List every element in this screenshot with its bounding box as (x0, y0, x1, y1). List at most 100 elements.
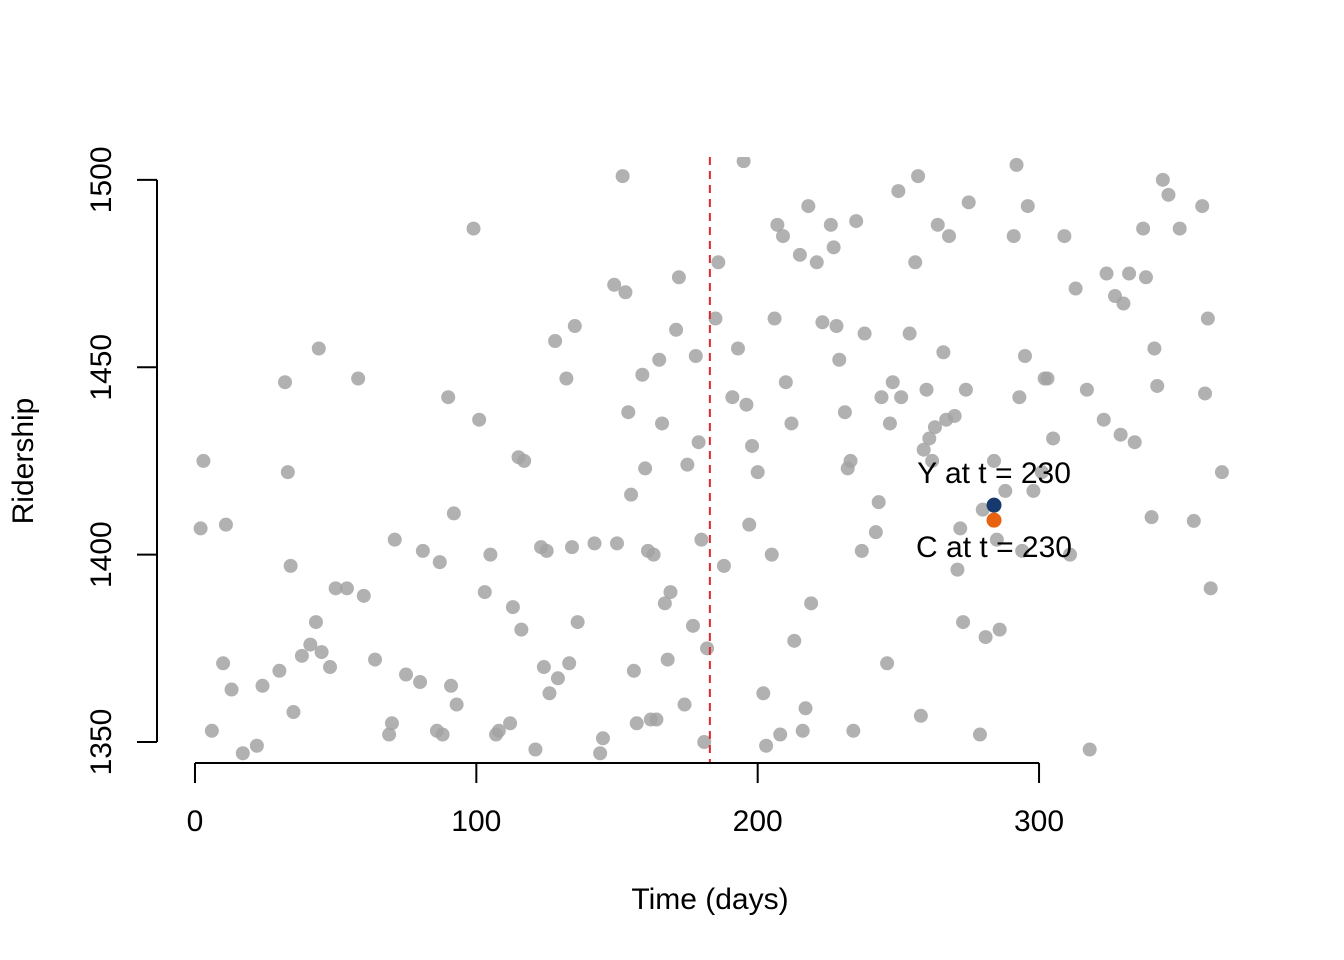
data-point (503, 716, 518, 731)
data-point (1155, 172, 1170, 187)
data-point (804, 596, 819, 611)
data-point (624, 487, 639, 502)
data-point (351, 371, 366, 386)
data-point (1127, 435, 1142, 450)
data-point (742, 517, 757, 532)
data-point (472, 412, 487, 427)
y-tick-label: 1450 (85, 334, 118, 401)
data-point (1122, 266, 1137, 281)
data-point (677, 697, 692, 712)
data-point (730, 341, 745, 356)
data-point (874, 390, 889, 405)
data-point (1017, 349, 1032, 364)
data-point (1040, 371, 1055, 386)
data-point (595, 731, 610, 746)
data-point (216, 656, 231, 671)
data-point (1009, 157, 1024, 172)
data-point (621, 405, 636, 420)
data-point (688, 349, 703, 364)
data-point (708, 311, 723, 326)
data-point (249, 738, 264, 753)
data-point (680, 457, 695, 472)
data-point (891, 184, 906, 199)
data-point (832, 352, 847, 367)
data-point (314, 645, 329, 660)
data-point (778, 375, 793, 390)
plot-area (193, 157, 1229, 763)
data-point (539, 543, 554, 558)
data-point (784, 416, 799, 431)
data-point (815, 315, 830, 330)
data-point (809, 255, 824, 270)
data-point (548, 334, 563, 349)
data-point (638, 461, 653, 476)
data-point (1198, 386, 1213, 401)
data-point (913, 708, 928, 723)
data-point (871, 495, 886, 510)
data-point (927, 420, 942, 435)
data-point (356, 588, 371, 603)
data-point (649, 712, 664, 727)
data-point (1006, 229, 1021, 244)
data-point (235, 746, 250, 761)
data-point (894, 390, 909, 405)
x-axis-title: Time (days) (631, 883, 788, 916)
data-point (750, 465, 765, 480)
y-tick-label: 1500 (85, 146, 118, 213)
data-point (294, 648, 309, 663)
data-point (989, 532, 1004, 547)
data-point (868, 525, 883, 540)
data-point (773, 727, 788, 742)
data-point (978, 630, 993, 645)
x-tick-label: 300 (1014, 805, 1064, 838)
data-point (787, 633, 802, 648)
data-point (1203, 581, 1218, 596)
data-point (694, 532, 709, 547)
data-point (655, 416, 670, 431)
data-point (671, 270, 686, 285)
data-point (947, 408, 962, 423)
data-point (1200, 311, 1215, 326)
data-point (1082, 742, 1097, 757)
x-tick-label: 0 (187, 805, 204, 838)
data-point (992, 622, 1007, 637)
data-point (441, 390, 456, 405)
data-point (528, 742, 543, 757)
x-tick-label: 200 (733, 805, 783, 838)
data-point (776, 229, 791, 244)
data-point (700, 641, 715, 656)
y-tick-label: 1350 (85, 709, 118, 776)
data-point (629, 716, 644, 731)
data-point (882, 416, 897, 431)
data-point (792, 247, 807, 262)
data-point (483, 547, 498, 562)
data-point (444, 678, 459, 693)
data-point (1150, 378, 1165, 393)
data-point (368, 652, 383, 667)
data-point (446, 506, 461, 521)
data-point (491, 723, 506, 738)
data-point (936, 345, 951, 360)
data-point (466, 221, 481, 236)
data-point (669, 322, 684, 337)
y-tick-label: 1400 (85, 521, 118, 588)
data-point (902, 326, 917, 341)
data-point (593, 746, 608, 761)
data-point (837, 405, 852, 420)
data-point (930, 217, 945, 232)
data-point (916, 442, 931, 457)
data-point (1034, 465, 1049, 480)
data-point (795, 723, 810, 738)
data-point (283, 558, 298, 573)
data-point (961, 195, 976, 210)
data-point (542, 686, 557, 701)
data-point (739, 397, 754, 412)
data-point (1136, 221, 1151, 236)
data-point (857, 326, 872, 341)
data-point (384, 716, 399, 731)
data-point (615, 169, 630, 184)
data-point (736, 157, 751, 169)
data-point (255, 678, 270, 693)
data-point (756, 686, 771, 701)
